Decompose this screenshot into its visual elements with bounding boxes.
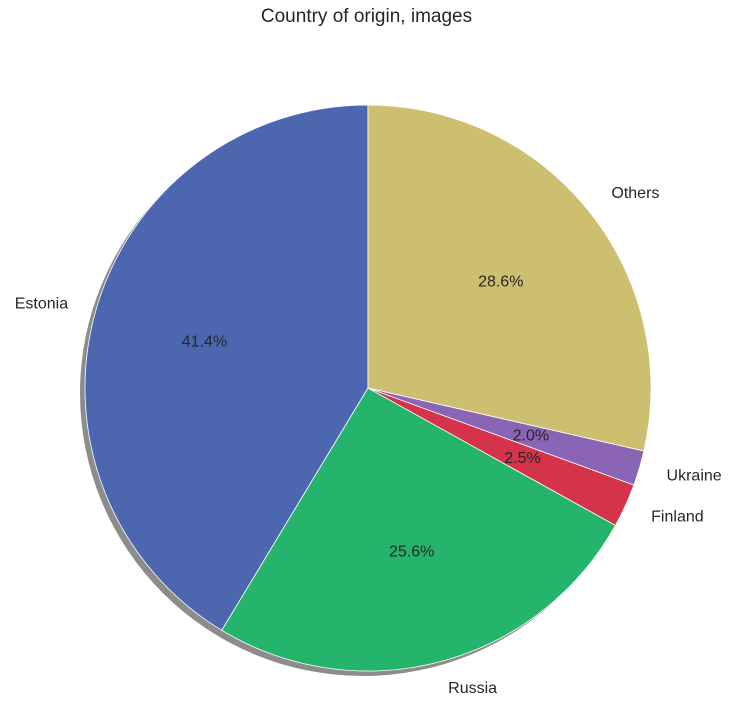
pie-slice-estonia [84, 104, 369, 631]
chart-title: Country of origin, images [260, 6, 473, 27]
pie-slice-russia [221, 387, 616, 672]
slice-percent-russia: 25.6% [389, 543, 434, 560]
slice-label-estonia: Estonia [15, 296, 68, 313]
slice-percent-ukraine: 2.0% [513, 427, 549, 444]
pie-slice-others [367, 104, 652, 452]
slice-percent-finland: 2.5% [504, 450, 540, 467]
slice-label-ukraine: Ukraine [667, 467, 722, 484]
slice-percent-estonia: 41.4% [182, 334, 227, 351]
slice-label-finland: Finland [651, 509, 703, 526]
slice-percent-others: 28.6% [478, 273, 523, 290]
slice-label-others: Others [611, 185, 659, 202]
slice-label-russia: Russia [448, 680, 497, 697]
